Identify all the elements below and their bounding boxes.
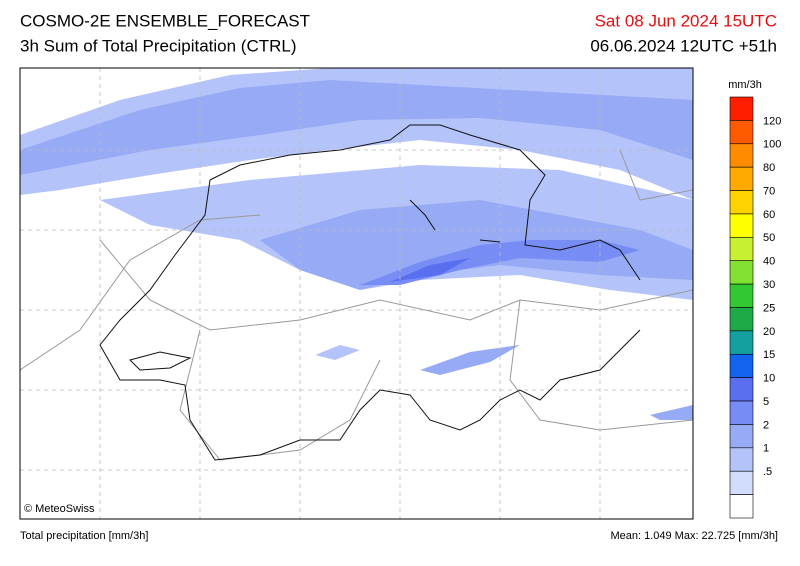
legend-label: 25: [763, 302, 775, 314]
legend-swatch: [729, 120, 754, 145]
legend-swatch: [729, 400, 754, 425]
legend-label: 5: [763, 396, 769, 408]
legend-label: 30: [763, 279, 775, 291]
legend-label: 100: [763, 139, 781, 151]
run-time: 06.06.2024 12UTC +51h: [590, 36, 777, 55]
legend-label: .5: [763, 466, 772, 478]
legend-swatch: [729, 307, 754, 332]
legend-swatch: [729, 377, 754, 402]
legend-swatch: [729, 190, 754, 215]
legend-unit: mm/3h: [728, 79, 762, 91]
legend-label: 15: [763, 349, 775, 361]
legend-swatch: [729, 470, 754, 495]
valid-time: Sat 08 Jun 2024 15UTC: [595, 11, 777, 30]
legend-swatch: [729, 213, 754, 238]
legend-swatch: [729, 447, 754, 472]
subtitle: 3h Sum of Total Precipitation (CTRL): [20, 36, 297, 55]
legend-swatch: [729, 166, 754, 191]
legend-label: 50: [763, 232, 775, 244]
legend-label: 120: [763, 115, 781, 127]
legend-label: 10: [763, 373, 775, 385]
title: COSMO-2E ENSEMBLE_FORECAST: [20, 11, 310, 30]
map: © MeteoSwiss: [19, 67, 694, 520]
legend-label: 70: [763, 185, 775, 197]
legend-swatch: [729, 424, 754, 449]
legend-label: 20: [763, 326, 775, 338]
legend-label: 80: [763, 162, 775, 174]
legend-swatch: [729, 260, 754, 285]
credit: © MeteoSwiss: [24, 503, 95, 515]
legend: 120 100 80 70 60 50 40 30 25 20 15 10 5 2 1 .5: [729, 96, 781, 519]
legend-swatch: [729, 143, 754, 168]
legend-swatch: [729, 283, 754, 308]
legend-swatch: [729, 237, 754, 262]
legend-swatch: [729, 494, 754, 519]
legend-swatch: [729, 96, 754, 121]
legend-label: 1: [763, 443, 769, 455]
legend-swatch: [729, 330, 754, 355]
legend-label: 40: [763, 256, 775, 268]
legend-swatch: [729, 353, 754, 378]
legend-label: 60: [763, 209, 775, 221]
footer-left: Total precipitation [mm/3h]: [20, 530, 148, 542]
legend-label: 2: [763, 419, 769, 431]
footer-right: Mean: 1.049 Max: 22.725 [mm/3h]: [610, 530, 778, 542]
